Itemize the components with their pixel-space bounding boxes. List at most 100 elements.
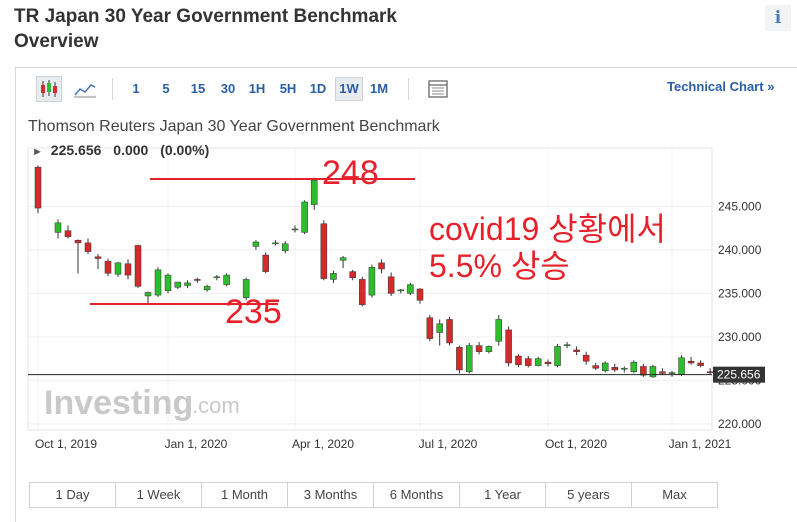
- candle-body: [659, 371, 666, 374]
- annotation-low-label: 235: [225, 293, 282, 331]
- info-button[interactable]: i: [765, 5, 791, 31]
- candle-body: [387, 276, 395, 294]
- candle-body: [465, 345, 473, 372]
- candle: [368, 264, 376, 298]
- candle-body: [446, 319, 453, 344]
- y-tick-label: 230.000: [718, 330, 762, 344]
- candle: [426, 315, 434, 342]
- annotations: 248 235 covid19 상황에서 5.5% 상승: [90, 154, 666, 331]
- candle-body: [339, 257, 347, 261]
- candle-body: [573, 349, 580, 352]
- line-chart-icon[interactable]: [72, 76, 98, 102]
- candle: [134, 244, 142, 289]
- price-tag-label: 225.656: [717, 368, 761, 382]
- candle-body: [223, 274, 230, 285]
- candle: [320, 220, 328, 281]
- interval-1h[interactable]: 1H: [248, 81, 266, 96]
- last-quote: ► 225.656 0.000 (0.00%): [32, 142, 217, 158]
- x-tick-label: Jan 1, 2020: [165, 437, 228, 451]
- chart-toolbar: 1 5 15 30 1H 5H 1D 1W 1M Technical Chart…: [16, 68, 797, 108]
- toolbar-divider: [408, 78, 409, 100]
- table-icon[interactable]: [425, 76, 451, 102]
- candle-body: [301, 201, 308, 233]
- candle: [164, 273, 172, 294]
- technical-chart-link[interactable]: Technical Chart »: [667, 79, 774, 94]
- range-selector: 1 Day 1 Week 1 Month 3 Months 6 Months 1…: [29, 482, 718, 508]
- candlestick-icon[interactable]: [36, 76, 62, 102]
- candle-body: [213, 276, 221, 279]
- candle-body: [114, 262, 122, 275]
- candle: [436, 319, 443, 346]
- candle: [668, 370, 676, 377]
- interval-1[interactable]: 1: [132, 81, 140, 96]
- candle-body: [525, 358, 532, 366]
- candle: [252, 240, 260, 250]
- interval-15[interactable]: 15: [190, 81, 206, 96]
- interval-5[interactable]: 5: [162, 81, 170, 96]
- candle: [544, 359, 552, 367]
- range-6-months[interactable]: 6 Months: [373, 482, 460, 508]
- candle-body: [64, 230, 72, 238]
- candle: [242, 277, 250, 301]
- candle: [475, 342, 483, 355]
- y-tick-label: 220.000: [718, 417, 762, 431]
- candle-body: [74, 240, 82, 244]
- candle-body: [291, 228, 299, 231]
- candle: [194, 277, 201, 283]
- candle: [446, 316, 453, 346]
- candle: [94, 254, 102, 269]
- candle: [154, 267, 162, 297]
- interval-5h[interactable]: 5H: [279, 81, 297, 96]
- candle: [114, 262, 122, 277]
- candle: [397, 289, 405, 294]
- candle: [84, 238, 92, 255]
- range-5-years[interactable]: 5 years: [545, 482, 632, 508]
- candle: [611, 363, 619, 372]
- interval-1d[interactable]: 1D: [309, 81, 327, 96]
- candle-body: [252, 241, 260, 247]
- interval-1m[interactable]: 1M: [369, 81, 389, 96]
- candle: [144, 291, 152, 304]
- candles: [34, 165, 723, 378]
- x-tick-label: Jan 1, 2021: [669, 437, 732, 451]
- range-3-months[interactable]: 3 Months: [287, 482, 374, 508]
- price-change: 0.000: [113, 142, 149, 158]
- candle: [601, 361, 609, 373]
- candle-body: [94, 256, 102, 259]
- candle-body: [203, 286, 211, 291]
- candle-body: [310, 179, 318, 205]
- range-1-year[interactable]: 1 Year: [459, 482, 546, 508]
- technical-chart-label: Technical Chart: [667, 79, 764, 94]
- candle-body: [436, 323, 443, 333]
- candle-body: [124, 263, 132, 276]
- candle-body: [174, 281, 182, 288]
- candle: [515, 354, 522, 368]
- candle: [54, 219, 62, 239]
- candle: [272, 240, 279, 246]
- candle-body: [485, 346, 493, 352]
- candle-body: [495, 319, 503, 342]
- candle-body: [144, 292, 152, 297]
- candle-body: [184, 282, 191, 286]
- interval-1w[interactable]: 1W: [335, 77, 363, 101]
- range-1-month[interactable]: 1 Month: [201, 482, 288, 508]
- interval-30[interactable]: 30: [220, 81, 236, 96]
- candle-body: [668, 372, 676, 374]
- x-tick-label: Oct 1, 2019: [35, 437, 97, 451]
- range-max[interactable]: Max: [631, 482, 718, 508]
- candle-body: [544, 361, 552, 365]
- candle: [697, 360, 704, 368]
- candle: [203, 284, 211, 292]
- candle-body: [164, 274, 172, 291]
- y-tick-label: 240.000: [718, 243, 762, 257]
- candle-body: [397, 289, 405, 292]
- candle: [678, 355, 685, 377]
- candle: [387, 272, 395, 296]
- toolbar-divider: [112, 78, 113, 100]
- candle: [534, 356, 542, 367]
- candle: [339, 255, 347, 269]
- range-1-day[interactable]: 1 Day: [29, 482, 116, 508]
- range-1-week[interactable]: 1 Week: [115, 482, 202, 508]
- candle-body: [592, 365, 599, 369]
